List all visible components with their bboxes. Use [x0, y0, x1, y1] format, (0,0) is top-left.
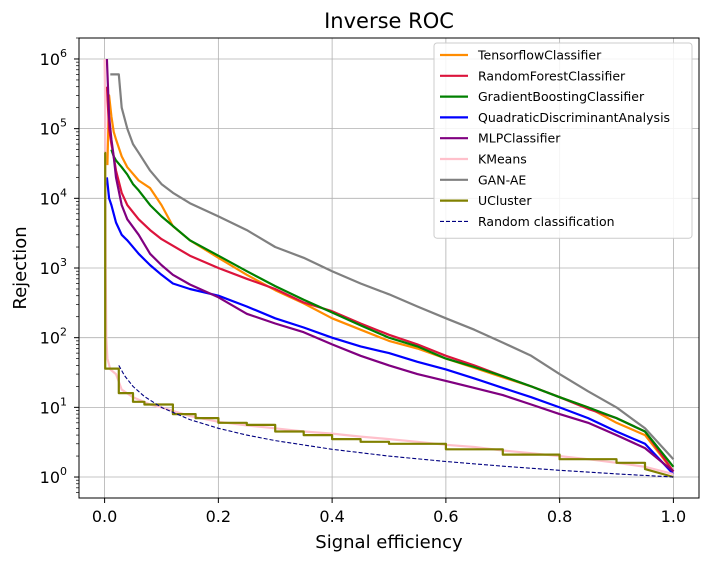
legend-label: GradientBoostingClassifier: [478, 89, 645, 104]
y-tick-label: 104: [40, 186, 67, 208]
legend-label: UCluster: [478, 193, 532, 208]
y-axis-label: Rejection: [10, 226, 31, 309]
series-line-quadraticdiscriminantanalysis: [105, 177, 675, 475]
legend-box: [433, 42, 693, 239]
legend: TensorflowClassifier RandomForestClassifi…: [433, 42, 693, 239]
y-tick-label: 102: [40, 326, 67, 348]
legend-label: KMeans: [478, 152, 527, 167]
y-tick-label: 101: [40, 395, 67, 417]
legend-label: TensorflowClassifier: [477, 48, 602, 63]
series-line-mlpclassifier: [105, 58, 675, 473]
y-tick-exponent: 3: [60, 256, 67, 269]
y-tick-base: 10: [40, 259, 60, 278]
x-tick-label: 1.0: [661, 507, 686, 526]
legend-label: RandomForestClassifier: [478, 68, 626, 83]
legend-label: Random classification: [478, 214, 615, 229]
legend-label: QuadraticDiscriminantAnalysis: [478, 110, 670, 125]
y-tick-base: 10: [40, 398, 60, 417]
series-line-random-classification: [118, 365, 674, 478]
x-tick-label: 0.4: [319, 507, 344, 526]
x-tick-label: 0.6: [433, 507, 458, 526]
series-layer: [103, 58, 675, 479]
y-tick-base: 10: [40, 120, 60, 139]
x-tick-label: 0.2: [206, 507, 231, 526]
series-line-gan-ae: [110, 73, 675, 460]
y-tick-base: 10: [40, 468, 60, 487]
legend-label: GAN-AE: [478, 172, 526, 187]
y-tick-exponent: 2: [60, 326, 67, 339]
y-tick-exponent: 5: [60, 117, 67, 130]
y-tick-exponent: 1: [60, 395, 67, 408]
x-axis-label: Signal efficiency: [315, 532, 463, 553]
y-tick-base: 10: [40, 329, 60, 348]
x-tick-label: 0.8: [547, 507, 572, 526]
y-tick-base: 10: [40, 189, 60, 208]
y-tick-exponent: 4: [60, 186, 67, 199]
y-tick-label: 106: [40, 47, 67, 69]
y-tick-exponent: 0: [60, 465, 67, 478]
chart-title: Inverse ROC: [324, 9, 454, 33]
x-axis-ticks: 0.0 0.2 0.4 0.6 0.8 1.0: [92, 498, 686, 526]
y-tick-exponent: 6: [60, 47, 67, 60]
legend-label: MLPClassifier: [478, 131, 561, 146]
series-line-gradientboostingclassifier: [110, 149, 675, 468]
series-line-ucluster: [104, 151, 674, 479]
y-tick-label: 103: [40, 256, 67, 278]
x-tick-label: 0.0: [92, 507, 117, 526]
y-tick-label: 100: [40, 465, 67, 487]
y-tick-label: 105: [40, 117, 67, 139]
y-tick-base: 10: [40, 50, 60, 69]
